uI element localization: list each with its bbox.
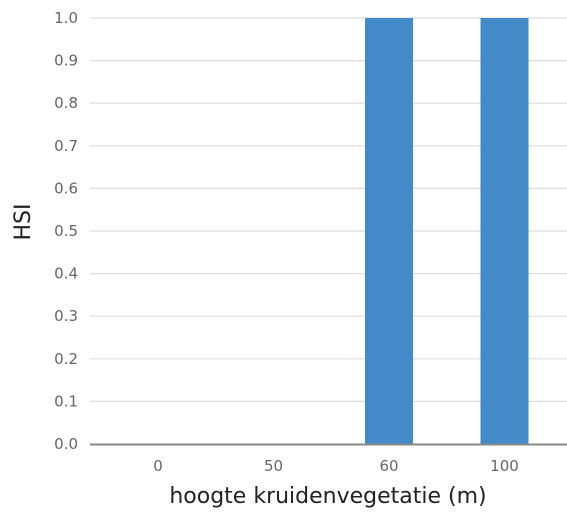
y-tick-label: 0.0 [54, 435, 78, 453]
y-axis-title: HSI [11, 204, 36, 241]
y-tick-label: 0.8 [54, 94, 78, 112]
y-tick-label: 0.2 [54, 350, 78, 368]
y-tick-label: 0.4 [54, 265, 78, 283]
bar-100 [480, 18, 529, 444]
y-tick-label: 0.9 [54, 52, 78, 70]
y-tick-label: 0.1 [54, 392, 78, 410]
y-tick-label: 0.6 [54, 179, 78, 197]
x-axis-title: hoogte kruidenvegetatie (m) [169, 484, 486, 509]
x-tick-label: 50 [264, 457, 283, 475]
y-tick-label: 0.7 [54, 137, 78, 155]
bar-60 [365, 18, 413, 444]
y-tick-label: 1.0 [54, 9, 78, 27]
x-tick-labels: 0 50 60 100 [153, 457, 519, 475]
x-tick-label: 100 [490, 457, 519, 475]
y-tick-labels: 0.0 0.1 0.2 0.3 0.4 0.5 0.6 0.7 0.8 0.9 1.0 [54, 9, 78, 453]
bars [365, 18, 529, 444]
y-tick-label: 0.3 [54, 307, 78, 325]
y-tick-label: 0.5 [54, 222, 78, 240]
x-tick-label: 60 [379, 457, 398, 475]
x-tick-label: 0 [153, 457, 163, 475]
